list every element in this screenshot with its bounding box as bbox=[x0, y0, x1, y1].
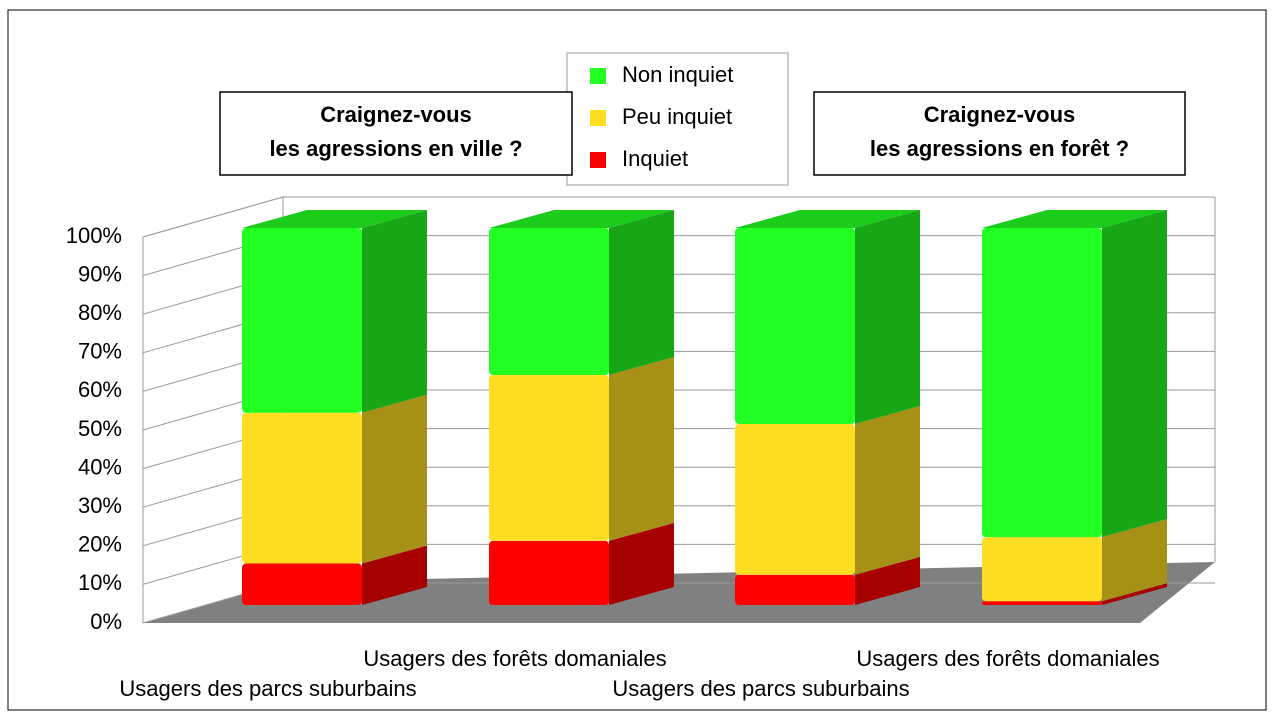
bar-top bbox=[242, 210, 427, 228]
grid-line bbox=[142, 196, 1215, 238]
y-tick-label: 100% bbox=[66, 223, 122, 248]
floor bbox=[143, 562, 1215, 623]
bar-top bbox=[982, 210, 1167, 228]
y-tick-label: 40% bbox=[78, 454, 122, 479]
bar-side bbox=[609, 522, 674, 605]
bar bbox=[982, 228, 1102, 538]
y-tick-label: 30% bbox=[78, 493, 122, 518]
bar-side bbox=[855, 406, 920, 575]
bar-side bbox=[1102, 583, 1167, 605]
x-tick-label: Usagers des forêts domaniales bbox=[363, 646, 666, 671]
bar bbox=[242, 228, 362, 413]
bar-side bbox=[362, 545, 427, 605]
y-tick-label: 80% bbox=[78, 300, 122, 325]
bar-side bbox=[1102, 519, 1167, 602]
bar bbox=[242, 563, 362, 605]
bar bbox=[489, 375, 609, 541]
y-tick-label: 60% bbox=[78, 377, 122, 402]
annotation: les agressions en forêt ? bbox=[870, 136, 1129, 161]
bar-top bbox=[489, 210, 674, 228]
bar-side bbox=[609, 357, 674, 541]
y-tick-label: 50% bbox=[78, 416, 122, 441]
legend-label: Non inquiet bbox=[622, 62, 733, 87]
legend-label: Inquiet bbox=[622, 146, 688, 171]
y-tick-label: 0% bbox=[90, 609, 122, 634]
bar bbox=[242, 412, 362, 564]
bar bbox=[735, 424, 855, 575]
bar bbox=[982, 601, 1102, 605]
bar-side bbox=[855, 210, 920, 425]
bar bbox=[735, 574, 855, 605]
legend-label: Peu inquiet bbox=[622, 104, 732, 129]
legend-swatch bbox=[590, 110, 606, 126]
bar bbox=[982, 537, 1102, 602]
bar-side bbox=[362, 394, 427, 564]
legend-swatch bbox=[590, 68, 606, 84]
x-tick-label: Usagers des forêts domaniales bbox=[856, 646, 1159, 671]
x-tick-label: Usagers des parcs suburbains bbox=[612, 676, 909, 701]
bar-side bbox=[609, 210, 674, 376]
bar-top bbox=[735, 210, 920, 228]
annotation-box bbox=[813, 91, 1186, 176]
bar bbox=[489, 228, 609, 376]
y-tick-label: 70% bbox=[78, 339, 122, 364]
bar-side bbox=[1102, 210, 1167, 538]
y-tick-label: 90% bbox=[78, 261, 122, 286]
bar-side bbox=[362, 210, 427, 413]
y-tick-label: 20% bbox=[78, 532, 122, 557]
bar bbox=[735, 228, 855, 425]
annotation: Craignez-vous bbox=[924, 102, 1076, 127]
bar-side bbox=[855, 556, 920, 605]
y-tick-label: 10% bbox=[78, 570, 122, 595]
legend-swatch bbox=[590, 152, 606, 168]
bar bbox=[489, 540, 609, 605]
annotation: les agressions en ville ? bbox=[269, 136, 522, 161]
annotation-box bbox=[219, 91, 573, 176]
annotation: Craignez-vous bbox=[320, 102, 472, 127]
x-tick-label: Usagers des parcs suburbains bbox=[119, 676, 416, 701]
